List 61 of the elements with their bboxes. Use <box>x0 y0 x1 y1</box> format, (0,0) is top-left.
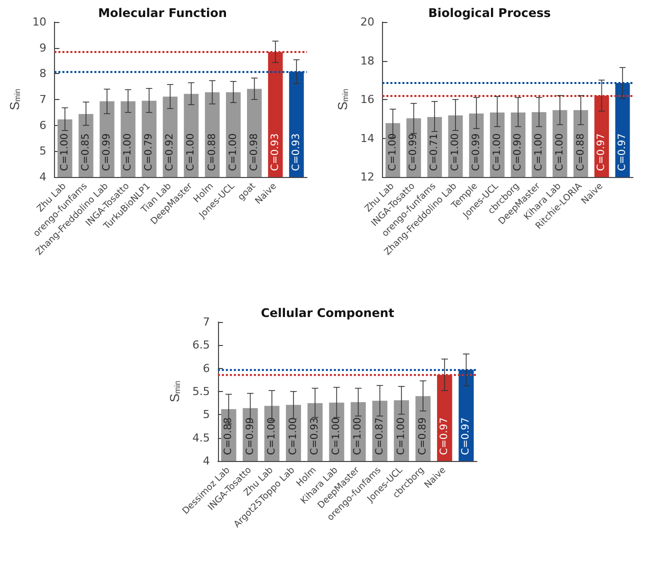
annotation: C=1.00 <box>331 417 342 455</box>
y-tick-label: 6 <box>39 118 46 132</box>
y-tick-label: 4.5 <box>192 431 210 444</box>
annotation: C=1.00 <box>450 133 461 171</box>
annotation: C=0.99 <box>102 133 113 171</box>
y-tick-label: 7 <box>39 93 46 106</box>
y-tick-label: 4 <box>39 170 46 184</box>
annotation: C=1.00 <box>288 417 299 455</box>
y-tick-label: 16 <box>360 93 374 106</box>
chart-title: Biological Process <box>428 6 551 20</box>
annotation: C=0.92 <box>164 133 176 171</box>
annotation: C=0.97 <box>617 133 628 171</box>
annotation: C=0.79 <box>144 133 155 171</box>
annotation: C=0.93 <box>290 133 302 171</box>
annotation: C=1.00 <box>396 417 407 455</box>
y-tick-label: 6 <box>202 362 210 375</box>
annotation: C=1.00 <box>387 133 398 171</box>
annotation: C=0.71 <box>429 133 440 171</box>
annotation: C=1.00 <box>352 417 364 455</box>
annotation: C=1.00 <box>122 133 134 171</box>
y-tick-label: 5.5 <box>192 385 210 398</box>
annotation: C=0.99 <box>470 133 482 171</box>
y-axis-title: Smin <box>167 380 182 402</box>
annotation: C=0.97 <box>439 417 450 455</box>
chart-title: Cellular Component <box>260 306 394 320</box>
y-tick-label: 6.5 <box>192 338 210 352</box>
annotation: C=1.00 <box>492 133 503 171</box>
y-tick-label: 12 <box>360 170 374 184</box>
y-tick-label: 14 <box>360 132 374 145</box>
y-axis-title: Smin <box>7 88 22 110</box>
y-axis-title: Smin <box>335 88 350 110</box>
annotation: C=0.98 <box>248 133 260 171</box>
annotation: C=1.00 <box>266 417 278 455</box>
annotation: C=1.00 <box>59 133 70 171</box>
chart-title: Molecular Function <box>98 6 227 20</box>
annotation: C=1.00 <box>554 133 566 171</box>
y-tick-label: 4 <box>202 454 210 468</box>
y-tick-label: 9 <box>39 41 46 54</box>
annotation: C=0.88 <box>575 133 586 171</box>
y-tick-label: 8 <box>39 67 46 80</box>
y-tick-label: 5 <box>39 144 46 158</box>
annotation: C=1.00 <box>186 133 197 171</box>
annotation: C=0.90 <box>512 133 524 171</box>
annotation: C=0.85 <box>80 133 92 171</box>
annotation: C=0.87 <box>374 417 386 455</box>
y-tick-label: 18 <box>360 54 374 68</box>
y-tick-label: 20 <box>360 16 374 28</box>
annotation: C=0.99 <box>244 417 256 455</box>
y-tick-label: 5 <box>202 408 210 422</box>
annotation: C=0.97 <box>596 133 608 171</box>
annotation: C=0.99 <box>408 133 420 171</box>
y-tick-label: 7 <box>202 316 210 328</box>
annotation: C=0.88 <box>223 417 234 455</box>
annotation: C=0.89 <box>418 417 429 455</box>
annotation: C=1.00 <box>534 133 545 171</box>
annotation: C=1.00 <box>228 133 239 171</box>
annotation: C=0.93 <box>310 417 321 455</box>
annotation: C=0.93 <box>270 133 281 171</box>
annotation: C=0.88 <box>206 133 218 171</box>
annotation: C=0.97 <box>460 417 472 455</box>
y-tick-label: 10 <box>32 16 46 28</box>
